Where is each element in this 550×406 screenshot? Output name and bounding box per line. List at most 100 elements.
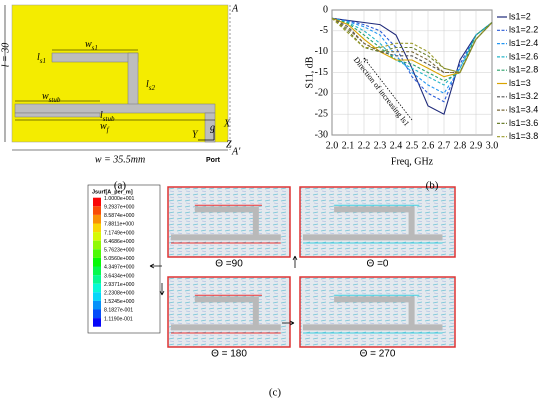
series-line <box>331 17 493 82</box>
theta-label: Θ =90 <box>215 259 243 270</box>
series-line <box>331 17 493 74</box>
current-panel <box>167 186 291 258</box>
theta-label: Θ = 180 <box>211 349 247 360</box>
colorbar-swatch <box>93 197 101 207</box>
dimension-label: ls2 <box>146 79 156 91</box>
x-tick-label: 2.4 <box>390 140 403 151</box>
colorbar-label: 3.6434e+000 <box>104 273 135 279</box>
dimension-label: Z <box>226 139 232 150</box>
colorbar-swatch <box>93 300 101 310</box>
colorbar-label: 1.1190e-001 <box>104 316 133 322</box>
length-label: l = 30 <box>0 43 11 68</box>
y-tick-label: -10 <box>315 46 328 57</box>
dimension-label: Y <box>192 129 199 140</box>
dimension-label: lstub <box>100 110 115 122</box>
panel-label: (a) <box>114 180 127 192</box>
legend-label: ls1=3.4 <box>509 104 538 114</box>
colorbar-label: 6.4686e+000 <box>104 239 135 245</box>
dimension-label-sub: s2 <box>149 84 156 92</box>
y-tick-label: -5 <box>320 25 328 36</box>
colorbar-label: 7.1749e+000 <box>104 230 135 236</box>
legend-label: ls1=2 <box>509 11 531 21</box>
series-line <box>331 17 493 86</box>
legend-label: ls1=3.8 <box>509 131 538 141</box>
dimension-label-main: l <box>100 110 103 121</box>
colorbar-label: 7.8811e+000 <box>104 222 134 228</box>
colorbar-label: 2.9371e+000 <box>104 282 135 288</box>
legend-label: ls1=3 <box>509 78 531 88</box>
colorbar-label: 4.3497e+000 <box>104 265 135 271</box>
legend-label: ls1=3.2 <box>509 91 538 101</box>
colorbar-label: 2.2308e+000 <box>104 290 135 296</box>
colorbar-swatch <box>93 232 101 241</box>
colorbar-swatch <box>93 214 101 224</box>
current-panel <box>299 186 456 258</box>
current-edge <box>171 294 281 334</box>
y-tick-label: -25 <box>315 108 328 119</box>
colorbar-swatch <box>93 206 101 215</box>
theta-label: Θ =0 <box>367 259 389 270</box>
current-panel <box>299 276 456 348</box>
colorbar-swatch <box>93 223 101 233</box>
dimension-label-main: w <box>85 39 92 50</box>
y-tick-label: -15 <box>315 67 328 78</box>
x-tick-label: 2.8 <box>454 140 467 151</box>
current-edge <box>171 204 281 244</box>
annotation-arrow <box>363 57 413 121</box>
dimension-label-sub: stub <box>103 115 115 123</box>
dimension-label: g <box>210 122 215 133</box>
legend-label: ls1=2.2 <box>509 25 538 35</box>
colorbar-label: 1.5245e+000 <box>104 299 135 305</box>
dimension-label-sub: s1 <box>40 57 46 65</box>
x-tick-label: 2.1 <box>342 140 355 151</box>
dimension-label-main: l <box>146 79 149 90</box>
current-edge <box>303 294 443 334</box>
colorbar-label: 5.7623e+000 <box>104 247 135 253</box>
x-tick-label: 3.0 <box>486 140 499 151</box>
x-axis-label: Freq, GHz <box>391 156 434 167</box>
colorbar-swatch <box>93 240 101 250</box>
colorbar-swatch <box>93 266 101 276</box>
colorbar-label: 8.1827e-001 <box>104 308 133 314</box>
antenna-trace <box>303 296 443 331</box>
x-tick-label: 2.0 <box>326 140 339 151</box>
x-tick-label: 2.7 <box>438 140 451 151</box>
x-tick-label: 2.6 <box>422 140 435 151</box>
dimension-label: wf <box>100 121 110 133</box>
x-tick-label: 2.3 <box>374 140 387 151</box>
antenna-layout <box>4 4 231 151</box>
colorbar-swatch <box>93 292 101 301</box>
colorbar-label: 1.0000e+001 <box>104 196 135 202</box>
dimension-label: ws1 <box>85 39 98 51</box>
colorbar-swatch <box>93 318 101 327</box>
dimension-label: A <box>231 3 239 14</box>
legend-label: ls1=3.6 <box>509 118 538 128</box>
dimension-label: wstub <box>42 91 61 103</box>
colorbar-label: 8.5874e+000 <box>104 213 135 219</box>
panel-label: (b) <box>426 180 439 192</box>
colorbar-swatch <box>93 309 101 319</box>
y-tick-label: 0 <box>323 4 328 15</box>
series-line <box>331 17 493 103</box>
dimension-label: A' <box>231 146 241 157</box>
dimension-label-main: l <box>37 52 40 63</box>
colorbar-swatch <box>93 275 101 284</box>
x-tick-label: 2.5 <box>406 140 419 151</box>
dimension-label-sub: stub <box>49 96 61 104</box>
legend-label: ls1=2.4 <box>509 38 538 48</box>
antenna-trace <box>303 206 443 241</box>
antenna-trace <box>171 296 281 331</box>
colorbar-swatch <box>93 249 101 258</box>
dimension-label: X <box>223 118 231 129</box>
theta-label: Θ = 270 <box>360 349 396 360</box>
panel-label: (c) <box>269 387 282 399</box>
colorbar-label: 9.2937e+000 <box>104 204 135 210</box>
colorbar-swatch <box>93 257 101 267</box>
colorbar-title: Jsurf[A_per_m] <box>92 189 133 195</box>
dimension-label-sub: s1 <box>92 44 98 52</box>
colorbar-label: 5.0560e+000 <box>104 256 135 262</box>
antenna-trace <box>171 206 281 241</box>
colorbar-swatch <box>93 283 101 293</box>
legend-label: ls1=2.6 <box>509 51 538 61</box>
